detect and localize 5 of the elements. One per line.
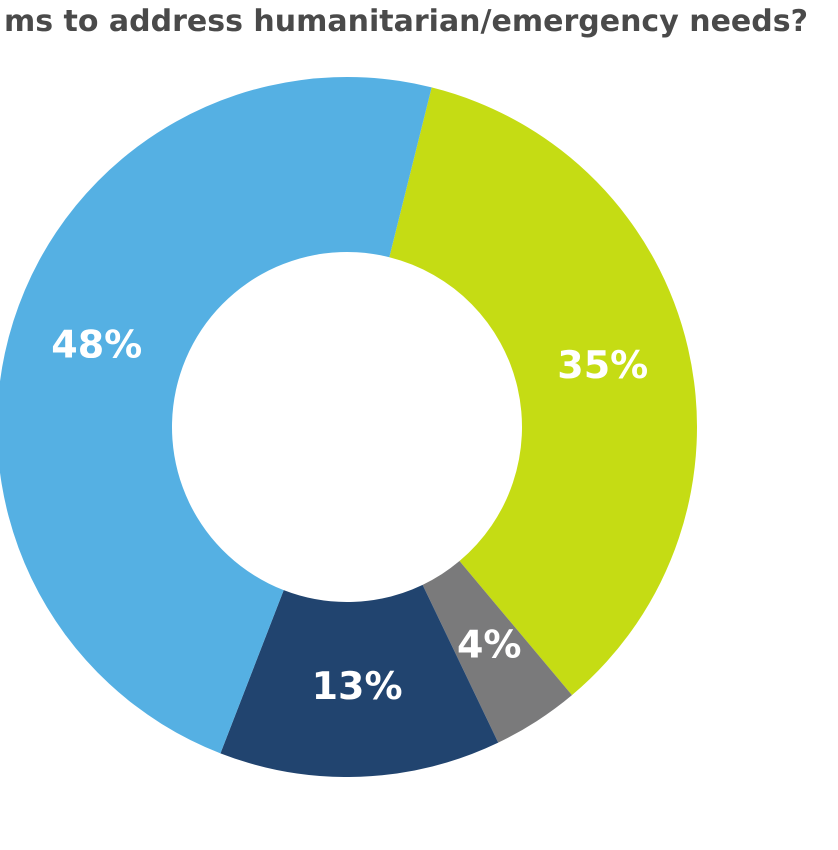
data-label: 35% (557, 342, 648, 387)
data-label: 48% (51, 322, 142, 367)
data-label: 4% (456, 622, 522, 667)
data-label: 13% (312, 664, 403, 708)
chart-title: ms to address humanitarian/emergency needs? (4, 4, 808, 39)
